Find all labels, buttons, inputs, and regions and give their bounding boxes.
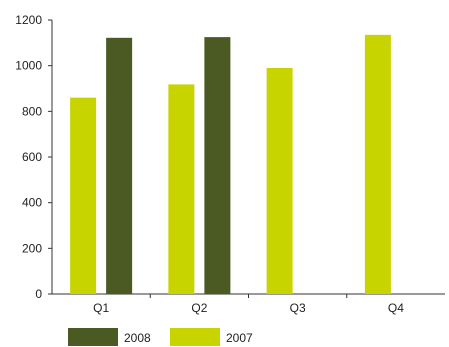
legend-swatch-2007 <box>170 328 220 346</box>
legend-label-2008: 2008 <box>124 331 151 345</box>
y-tick-label: 600 <box>22 150 42 164</box>
legend-swatch-2008 <box>68 328 118 346</box>
x-tick-label: Q2 <box>191 301 207 315</box>
y-axis-ticks: 0 200 400 600 800 1000 1200 <box>15 13 52 301</box>
y-tick-label: 400 <box>22 196 42 210</box>
bar-2007-q1 <box>70 97 97 294</box>
bar-2007-q2 <box>168 84 195 294</box>
x-tick-label: Q1 <box>93 301 109 315</box>
x-axis-ticks: Q1 Q2 Q3 Q4 <box>93 301 404 315</box>
x-tick-label: Q3 <box>290 301 306 315</box>
legend: 2008 2007 <box>68 328 253 346</box>
chart-bars <box>70 34 391 295</box>
x-tick-label: Q4 <box>388 301 404 315</box>
y-tick-label: 0 <box>35 287 42 301</box>
bar-2007-q3 <box>266 67 293 294</box>
y-tick-label: 800 <box>22 104 42 118</box>
legend-label-2007: 2007 <box>226 331 253 345</box>
y-tick-label: 1200 <box>15 13 42 27</box>
bar-2008-q1 <box>106 37 133 295</box>
bar-2008-q2 <box>204 37 231 294</box>
bar-2007-q4 <box>364 34 391 294</box>
y-tick-label: 1000 <box>15 59 42 73</box>
y-tick-label: 200 <box>22 241 42 255</box>
